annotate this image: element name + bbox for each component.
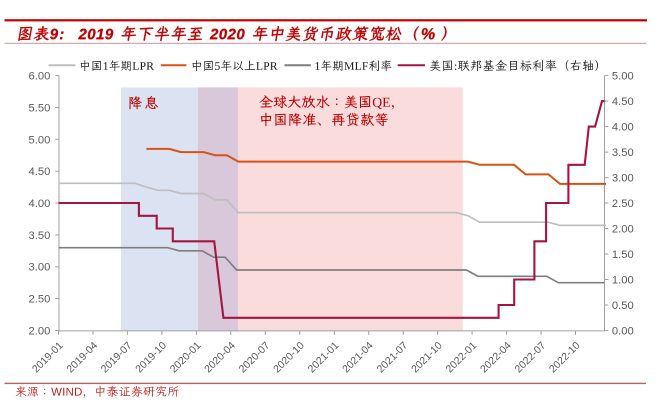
svg-text:6.00: 6.00 [29, 71, 51, 83]
svg-text:1.50: 1.50 [612, 249, 634, 261]
svg-text:1.00: 1.00 [612, 275, 634, 287]
svg-text:3.50: 3.50 [29, 230, 51, 242]
svg-text:3.00: 3.00 [612, 173, 634, 185]
svg-text:2.50: 2.50 [612, 198, 634, 210]
svg-text:2.00: 2.00 [29, 325, 51, 337]
svg-text:0.00: 0.00 [612, 325, 634, 337]
svg-text:3.00: 3.00 [29, 262, 51, 274]
svg-text:0.50: 0.50 [612, 300, 634, 312]
svg-text:3.50: 3.50 [612, 147, 634, 159]
svg-text:5.50: 5.50 [29, 102, 51, 114]
svg-text:5.00: 5.00 [29, 134, 51, 146]
svg-text:4.50: 4.50 [612, 96, 634, 108]
svg-text:4.00: 4.00 [612, 122, 634, 134]
svg-text:2.50: 2.50 [29, 294, 51, 306]
svg-text:2.00: 2.00 [612, 224, 634, 236]
svg-text:4.50: 4.50 [29, 166, 51, 178]
svg-text:5.00: 5.00 [612, 71, 634, 83]
svg-text:4.00: 4.00 [29, 198, 51, 210]
